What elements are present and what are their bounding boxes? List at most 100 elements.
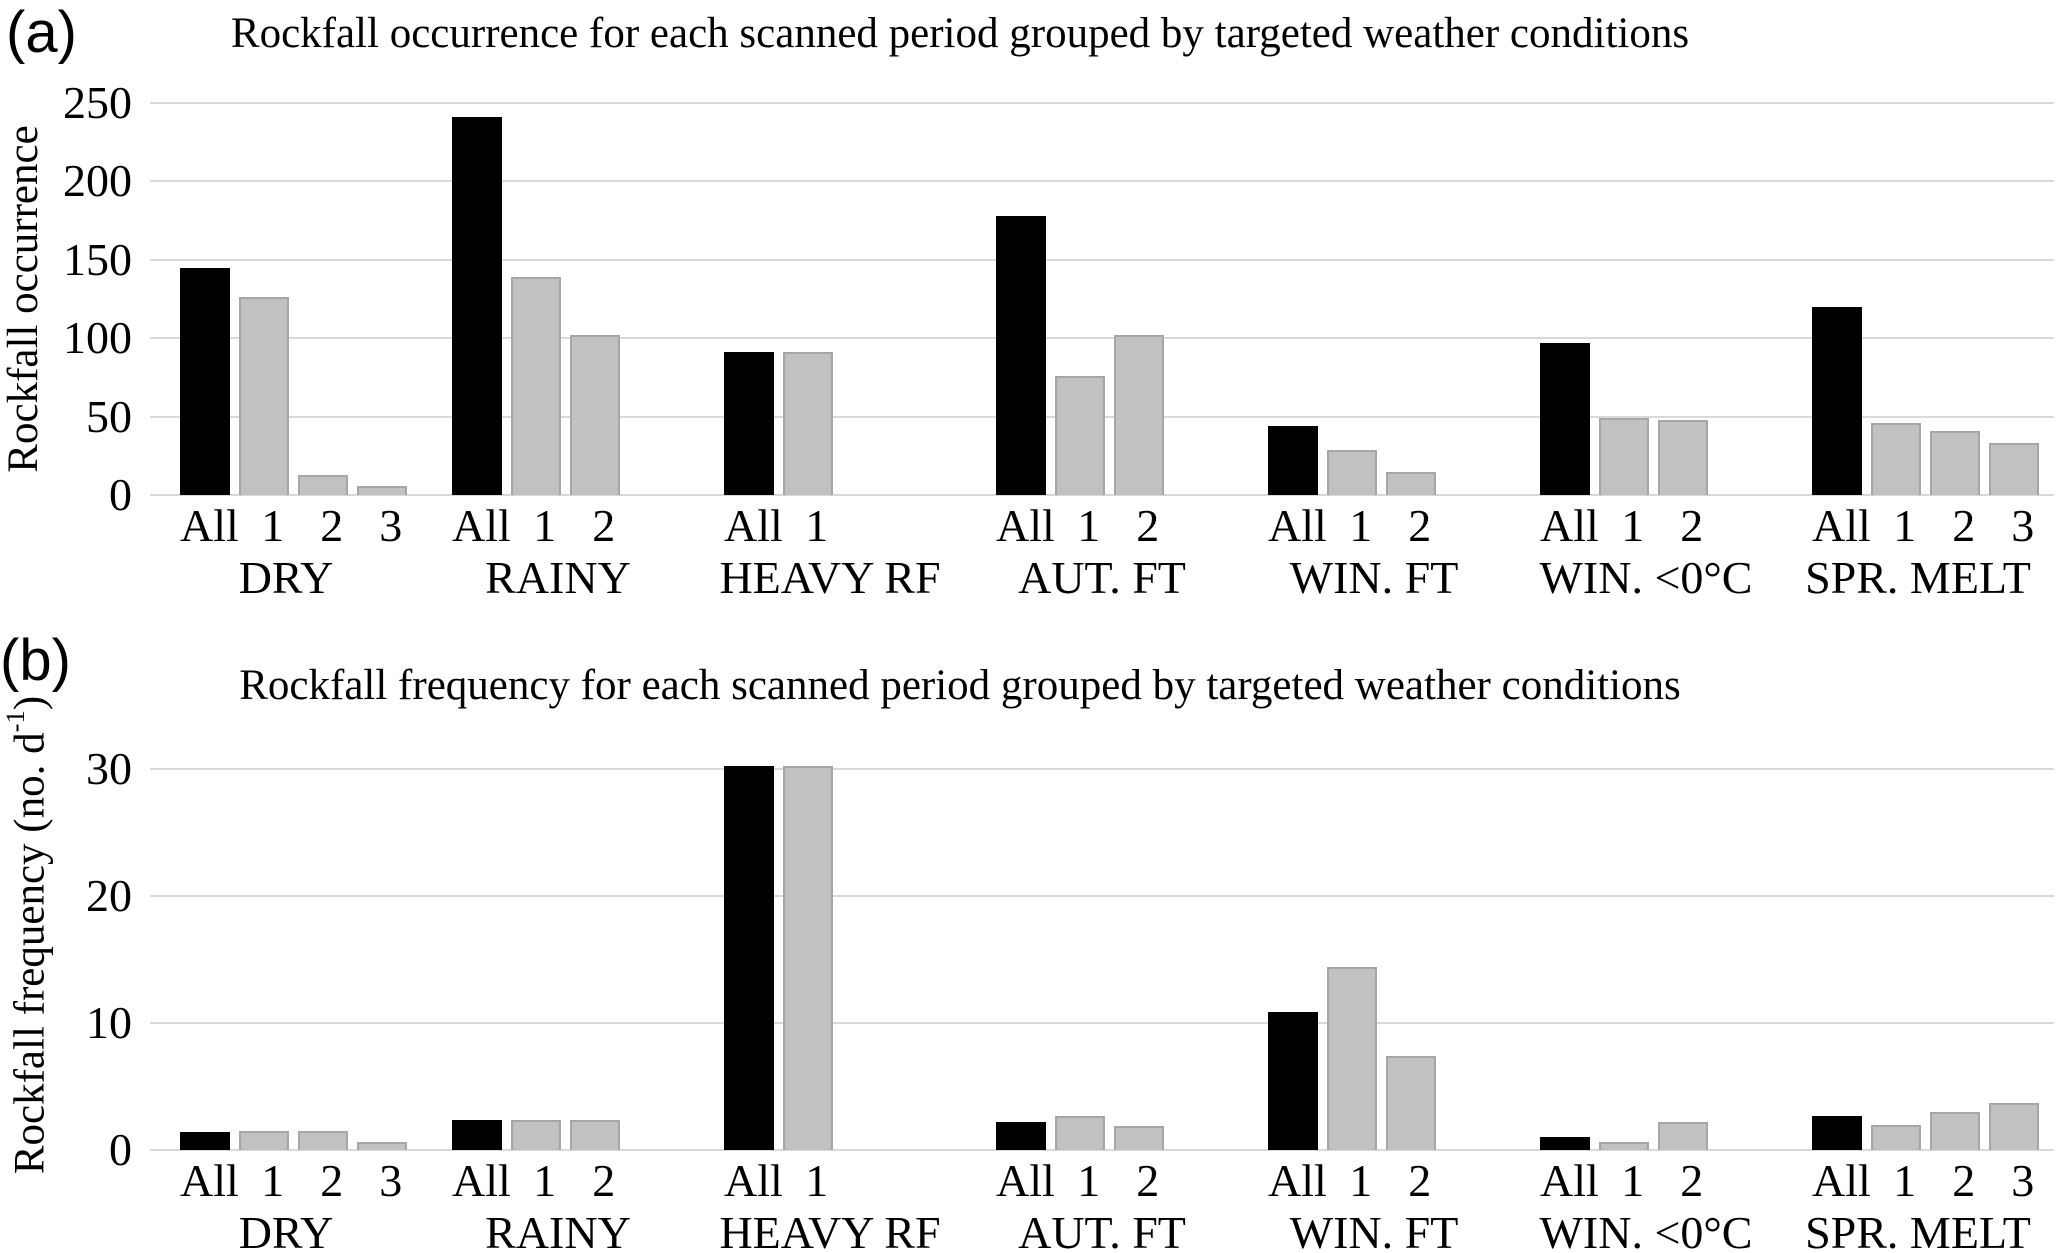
category-group-heavy-rf: All 1 HEAVY RF (694, 720, 966, 1253)
bar-spr-melt-3 (1989, 443, 2039, 495)
chart-a-title: Rockfall occurrence for each scanned per… (230, 10, 1690, 57)
category-group-dry: All 1 2 3 DRY (150, 720, 422, 1253)
y-tick-label-30: 30 (86, 743, 132, 795)
gridline-y-30 (150, 768, 2054, 771)
y-tick-label-0: 0 (109, 469, 132, 520)
category-group-win-0-c: All 1 2 WIN. <0°C (1510, 103, 1782, 601)
bar-spr-melt-all (1812, 1115, 1862, 1150)
x-tick-label-win-0-c-2: 2 (1680, 500, 1704, 551)
bar-rainy-2 (570, 1119, 620, 1150)
x-tick-label-win-ft-2: 2 (1408, 500, 1432, 551)
bar-aut-ft-all (996, 215, 1046, 495)
bar-heavy-rf-1 (783, 765, 833, 1150)
bar-win-ft-all (1268, 426, 1318, 495)
bar-aut-ft-all (996, 1122, 1046, 1150)
bar-dry-3 (357, 1142, 407, 1150)
y-tick-label-150: 150 (63, 233, 132, 285)
y-axis-label: Rockfall frequency (no. d-1) (0, 695, 54, 1175)
category-group-heavy-rf: All 1 HEAVY RF (694, 103, 966, 601)
y-axis-label-superscript: -1 (0, 710, 30, 733)
bars-rainy (422, 720, 694, 1150)
x-tick-label-dry-1: 1 (261, 1155, 285, 1206)
bar-rainy-all (452, 117, 502, 495)
category-label-win-ft: WIN. FT (1289, 552, 1459, 603)
category-group-win-0-c: All 1 2 WIN. <0°C (1510, 720, 1782, 1253)
bar-dry-2 (298, 1131, 348, 1150)
x-tick-label-dry-2: 2 (320, 500, 344, 551)
category-label-win-ft: WIN. FT (1289, 1207, 1459, 1253)
bar-aut-ft-1 (1055, 375, 1105, 495)
panel-b-letter: (b) (0, 628, 71, 693)
x-tick-label-spr-melt-1: 1 (1893, 500, 1917, 551)
bar-rainy-2 (570, 335, 620, 495)
occurrence-chart-plot-area: 0 50 100 150 200 250 Rockfall occurrence All 1 2 3… (0, 80, 2054, 601)
x-tick-label-win-0-c-1: 1 (1621, 500, 1645, 551)
category-label-dry: DRY (238, 1207, 334, 1253)
bar-spr-melt-1 (1871, 1124, 1921, 1150)
x-tick-row-spr-melt: All 1 2 3 (1782, 1158, 2067, 1204)
x-tick-label-win-ft-all: All (1268, 1155, 1327, 1206)
bar-win-0-c-2 (1658, 1122, 1708, 1150)
x-tick-label-win-ft-all: All (1268, 500, 1327, 551)
bar-dry-all (180, 267, 230, 495)
category-label-dry: DRY (238, 552, 334, 603)
frequency-chart-plot-area: 0 10 20 30 Rockfall frequency (no. d-1) All 1 2… (0, 696, 2054, 1253)
bar-win-0-c-1 (1599, 418, 1649, 495)
category-group-aut-ft: All 1 2 AUT. FT (966, 720, 1238, 1253)
bar-win-0-c-2 (1658, 419, 1708, 495)
x-tick-label-aut-ft-all: All (996, 500, 1055, 551)
bars-spr-melt (1782, 720, 2054, 1150)
category-group-dry: All 1 2 3 DRY (150, 103, 422, 601)
y-axis-label: Rockfall occurrence (0, 125, 47, 473)
x-tick-label-aut-ft-1: 1 (1077, 500, 1101, 551)
bar-win-0-c-1 (1599, 1142, 1649, 1150)
bar-aut-ft-2 (1114, 335, 1164, 495)
x-tick-row-aut-ft: All 1 2 (966, 503, 1268, 549)
category-group-rainy: All 1 2 RAINY (422, 720, 694, 1253)
bars-win-0-c (1510, 103, 1782, 495)
bars-aut-ft (966, 720, 1238, 1150)
x-tick-label-win-0-c-1: 1 (1621, 1155, 1645, 1206)
x-tick-label-win-ft-1: 1 (1349, 500, 1373, 551)
category-label-aut-ft: AUT. FT (1018, 1207, 1186, 1253)
category-label-spr-melt: SPR. MELT (1805, 552, 2031, 603)
x-tick-label-rainy-all: All (452, 500, 511, 551)
gridline-y-200 (150, 180, 2054, 183)
y-tick-label-200: 200 (63, 155, 132, 207)
x-tick-label-rainy-2: 2 (592, 500, 616, 551)
x-tick-row-spr-melt: All 1 2 3 (1782, 503, 2067, 549)
y-tick-label-250: 250 (63, 77, 132, 128)
bars-spr-melt (1782, 103, 2054, 495)
gridline-y-20 (150, 895, 2054, 898)
x-tick-row-rainy: All 1 2 (422, 503, 724, 549)
bar-heavy-rf-1 (783, 352, 833, 495)
bars-dry (150, 720, 422, 1150)
x-tick-label-spr-melt-3: 3 (2011, 500, 2035, 551)
y-tick-label-20: 20 (86, 870, 132, 922)
x-tick-label-aut-ft-all: All (996, 1155, 1055, 1206)
bar-win-0-c-all (1540, 1137, 1590, 1150)
bar-heavy-rf-all (724, 352, 774, 495)
x-tick-row-rainy: All 1 2 (422, 1158, 724, 1204)
gridline-y-100 (150, 337, 2054, 340)
x-tick-label-spr-melt-all: All (1812, 500, 1871, 551)
bar-aut-ft-1 (1055, 1115, 1105, 1150)
category-label-rainy: RAINY (485, 552, 631, 603)
x-tick-row-heavy-rf: All 1 (694, 503, 996, 549)
category-group-spr-melt: All 1 2 3 SPR. MELT (1782, 720, 2054, 1253)
bar-win-ft-2 (1386, 1056, 1436, 1150)
bar-win-ft-1 (1327, 449, 1377, 495)
category-label-heavy-rf: HEAVY RF (719, 1207, 941, 1253)
x-tick-row-win-ft: All 1 2 (1238, 1158, 1540, 1204)
bar-win-ft-1 (1327, 967, 1377, 1150)
x-tick-label-rainy-all: All (452, 1155, 511, 1206)
x-tick-label-dry-all: All (180, 1155, 239, 1206)
x-tick-label-win-ft-2: 2 (1408, 1155, 1432, 1206)
category-label-rainy: RAINY (485, 1207, 631, 1253)
x-tick-row-dry: All 1 2 3 (150, 1158, 452, 1204)
x-tick-row-win-0-c: All 1 2 (1510, 503, 1812, 549)
bars-aut-ft (966, 103, 1238, 495)
x-tick-row-dry: All 1 2 3 (150, 503, 452, 549)
bars-win-ft (1238, 720, 1510, 1150)
bar-rainy-1 (511, 1119, 561, 1150)
